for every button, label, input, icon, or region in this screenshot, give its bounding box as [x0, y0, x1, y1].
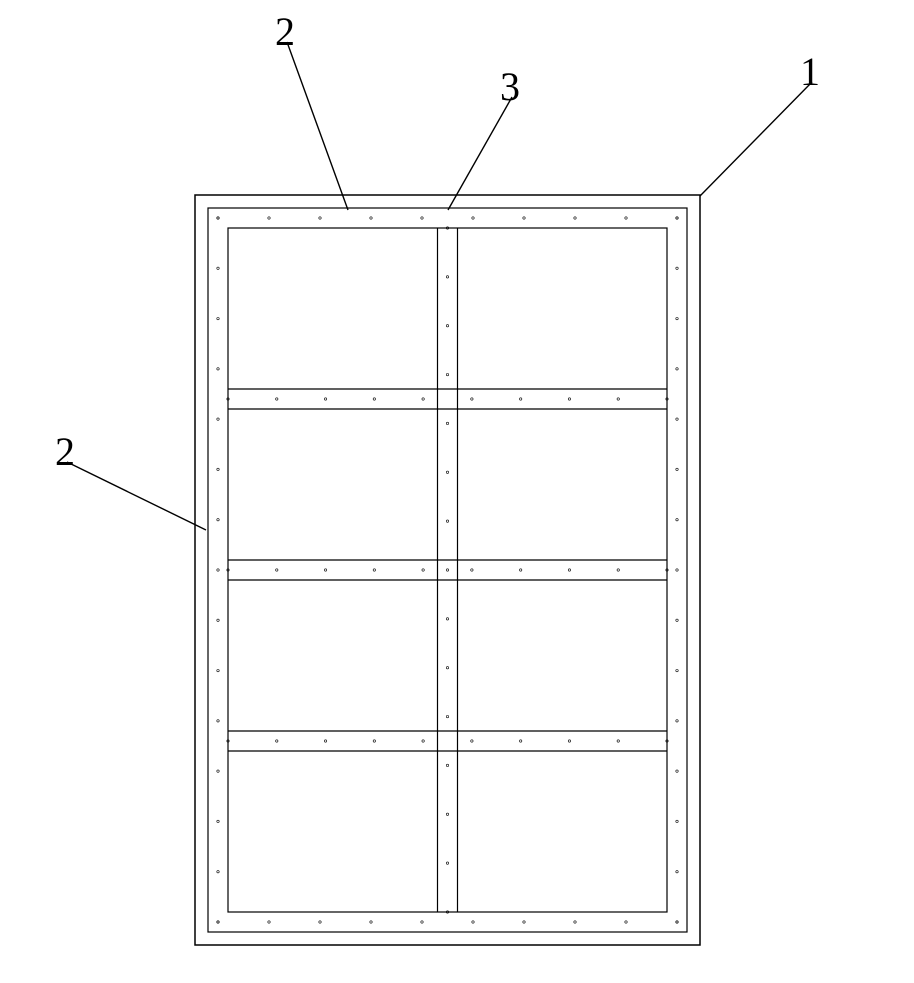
label-2-left: 2: [55, 428, 75, 475]
technical-diagram: [0, 0, 914, 983]
label-2-top: 2: [275, 8, 295, 55]
label-1: 1: [800, 48, 820, 95]
label-3: 3: [500, 63, 520, 110]
